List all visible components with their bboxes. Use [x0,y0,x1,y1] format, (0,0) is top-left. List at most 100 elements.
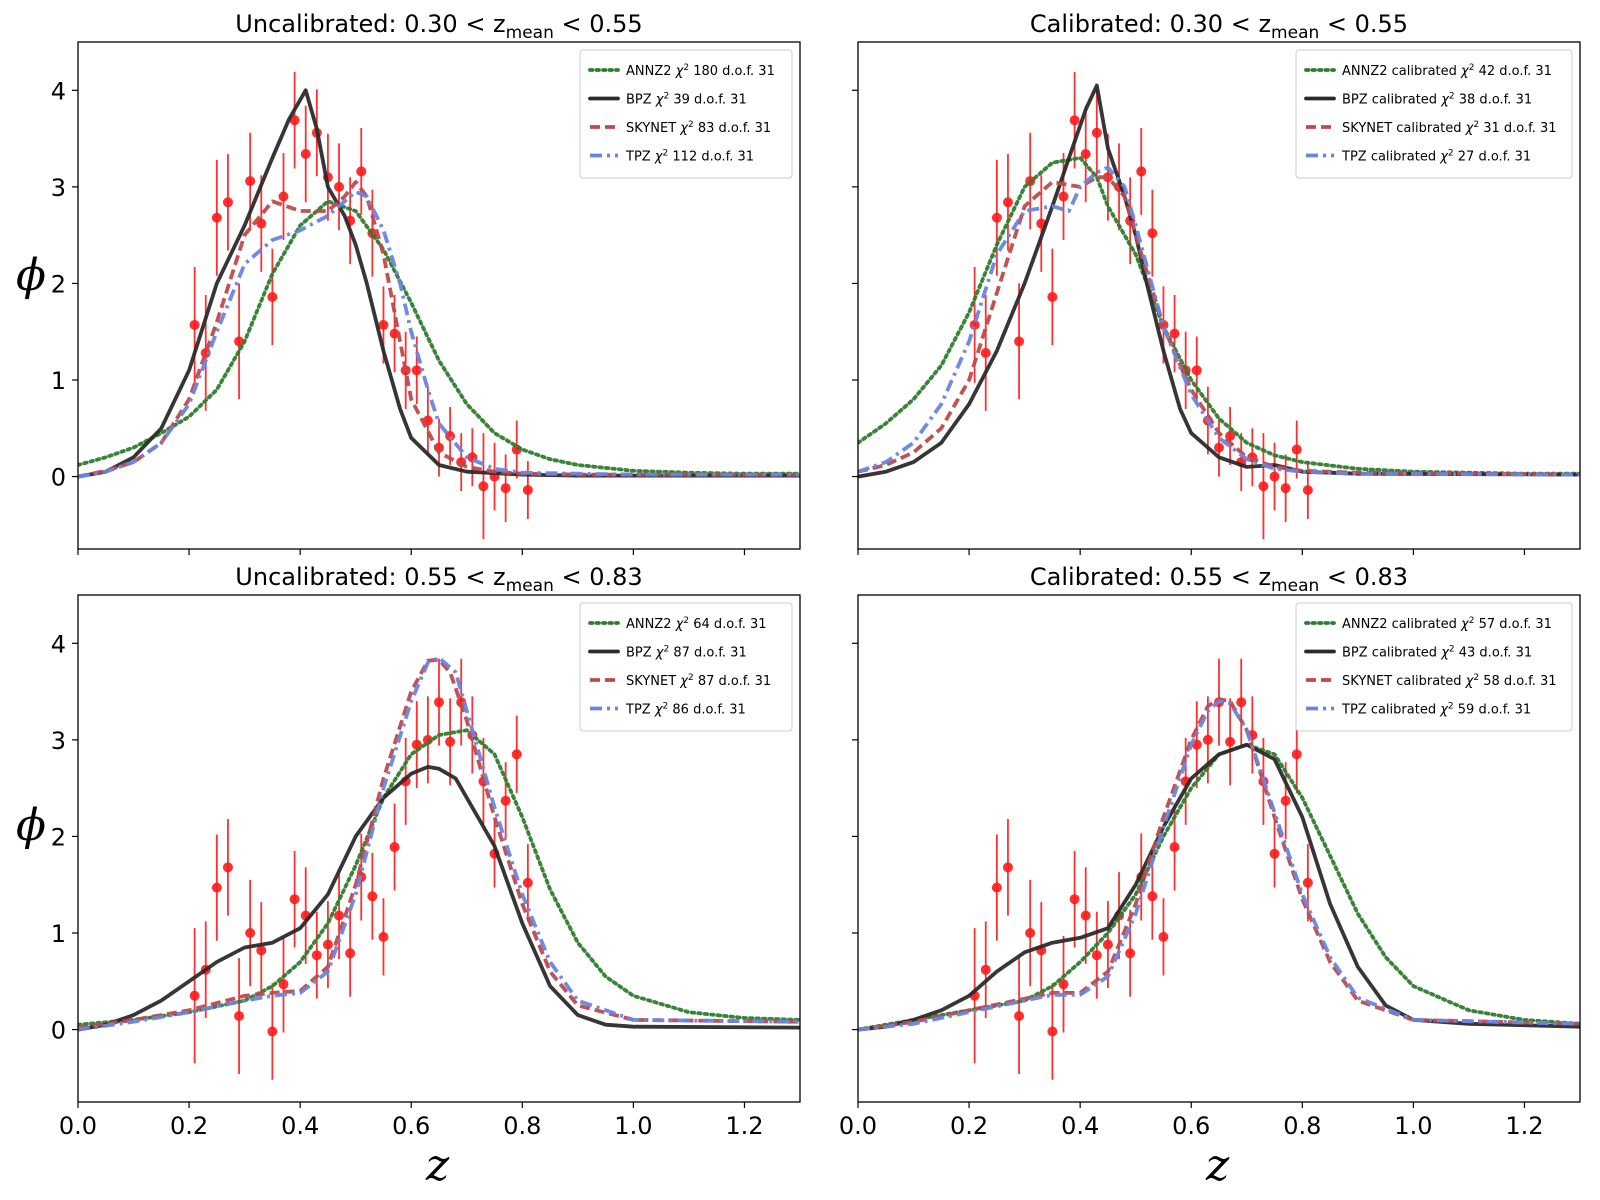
axes-frame [857,594,1581,1103]
data-point [1058,979,1069,990]
data-point [1280,795,1291,806]
data-point [991,882,1002,893]
panel-title: Calibrated: 0.30 < zmean < 0.55 [1030,10,1408,43]
data-point [189,990,200,1001]
data-point [267,1026,278,1037]
data-point [222,197,233,208]
series-line-bpz [78,765,800,1032]
legend-entry: ANNZ2 χ2 180 d.o.f. 31 [626,63,775,79]
panel-4: Calibrated: 0.55 < zmean < 0.83 0.0 0.2 0.4… [839,563,1581,1140]
data-point [411,365,422,376]
y-tick-label: 0 [51,1017,66,1045]
legend-entry: SKYNET χ2 83 d.o.f. 31 [626,120,771,136]
legend-entry: TPZ calibrated χ2 59 d.o.f. 31 [1341,702,1531,718]
legend-entry: ANNZ2 calibrated χ2 42 d.o.f. 31 [1342,63,1552,79]
data-point [1225,736,1236,747]
data-point [1069,894,1080,905]
data-point [1158,931,1169,942]
data-point [1125,948,1136,959]
legend-entry: ANNZ2 calibrated χ2 57 d.o.f. 31 [1342,616,1552,632]
data-point [189,319,200,330]
data-point [378,931,389,942]
data-point [980,964,991,975]
data-point [1258,481,1269,492]
data-point [234,1011,245,1022]
data-point [1169,842,1180,853]
legend-entry: TPZ χ2 112 d.o.f. 31 [625,149,754,165]
data-point [278,979,289,990]
legend-box [1295,602,1573,732]
data-point [1236,697,1247,708]
data-point [267,291,278,302]
data-point [278,191,289,202]
y-tick-label: 3 [51,174,66,202]
x-tick-label: 0.6 [1172,1112,1210,1140]
series-line-annz2 [858,156,1580,476]
y-tick-label: 0 [51,464,66,492]
legend-entry: TPZ calibrated χ2 27 d.o.f. 31 [1341,149,1531,165]
data-point [322,939,333,950]
series-line-bpz [858,742,1580,1032]
series-line-bpz [858,83,1580,479]
axes-frame [77,41,801,550]
data-point [1191,365,1202,376]
data-point [1269,471,1280,482]
x-tick-label: 1.0 [1394,1112,1432,1140]
series-line-skynet [858,175,1580,477]
legend-entry: SKYNET calibrated χ2 58 d.o.f. 31 [1342,673,1557,689]
data-point [1002,862,1013,873]
x-tick-label: 0.2 [170,1112,208,1140]
legend-entry: TPZ χ2 86 d.o.f. 31 [625,702,746,718]
legend-entry: BPZ calibrated χ2 38 d.o.f. 31 [1342,92,1532,108]
data-point [522,485,533,496]
data-point [1091,127,1102,138]
x-tick-label: 0.2 [950,1112,988,1140]
y-axis-label-top: ϕ [16,250,46,301]
data-point [1025,928,1036,938]
x-tick-label: 0.4 [1061,1112,1099,1140]
series-line-annz2 [858,742,1580,1032]
plot-area [858,71,1580,540]
x-tick-label: 0.4 [281,1112,319,1140]
x-tick-label: 1.2 [1505,1112,1543,1140]
data-point [445,736,456,747]
panel-title: Calibrated: 0.55 < zmean < 0.83 [1030,563,1408,596]
data-point [1291,444,1302,455]
y-tick-label: 1 [51,367,66,395]
data-point [356,166,367,177]
data-point [256,945,267,956]
data-point [1047,1026,1058,1037]
data-point [245,176,256,187]
data-point [1014,1011,1025,1022]
axes-frame [77,594,801,1103]
data-point [300,149,311,160]
panel-3: Uncalibrated: 0.55 < zmean < 0.83 0.0 0.2 0… [51,563,801,1140]
data-point [445,431,456,442]
y-tick-label: 4 [51,77,66,105]
data-point [500,795,511,806]
data-point [980,347,991,358]
data-point [511,749,522,760]
data-point [1014,336,1025,347]
data-point [334,181,345,192]
data-point [289,894,300,905]
legend-entry: BPZ calibrated χ2 43 d.o.f. 31 [1342,645,1532,661]
data-point [522,877,533,888]
y-axis-label-bottom: ϕ [16,800,46,851]
x-tick-label: 0.0 [59,1112,97,1140]
panel-1: Uncalibrated: 0.30 < zmean < 0.55 0 1 2 3 4 AN… [51,10,801,555]
plot-area [78,655,800,1080]
series-line-tpz [858,699,1580,1032]
y-tick-label: 3 [51,727,66,755]
data-point [1047,291,1058,302]
data-point [1169,328,1180,339]
data-point [389,328,400,339]
data-point [500,483,511,494]
legend-box [579,602,793,732]
data-point [222,862,233,873]
x-tick-label: 0.0 [839,1112,877,1140]
plot-area [78,71,800,540]
y-tick-label: 2 [51,270,66,298]
data-point [334,910,345,921]
